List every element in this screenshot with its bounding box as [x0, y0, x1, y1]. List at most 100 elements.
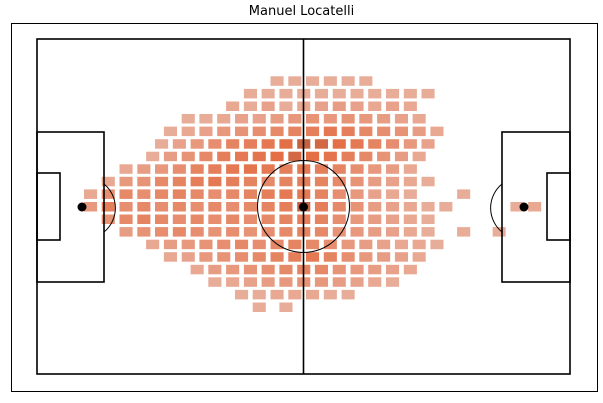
heatmap-cell [119, 227, 133, 237]
heatmap-cell [386, 227, 400, 237]
heatmap-cell [155, 202, 169, 212]
heatmap-cell [208, 164, 222, 174]
heatmap-cell [261, 202, 275, 212]
heatmap-cell [314, 101, 328, 111]
heatmap-cell [163, 252, 177, 262]
heatmap-cell [332, 176, 346, 187]
heatmap-cell [412, 239, 426, 250]
heatmap-cell [119, 189, 133, 199]
heatmap-cell [172, 227, 186, 237]
heatmap-cell [270, 126, 284, 137]
heatmap-cell [243, 189, 257, 199]
heatmap-cell [332, 139, 346, 149]
heatmap-cell [190, 164, 204, 174]
heatmap-cell [332, 164, 346, 174]
heatmap-cell [146, 239, 160, 250]
heatmap-cell [412, 252, 426, 262]
heatmap-cell [306, 76, 320, 86]
heatmap-cell [314, 264, 328, 275]
heatmap-cell [350, 164, 364, 174]
heatmap-cell [279, 189, 293, 199]
heatmap-cell [172, 202, 186, 212]
heatmap-cell [243, 227, 257, 237]
heatmap-cell [403, 164, 417, 174]
heatmap-cell [314, 176, 328, 187]
heatmap-cell [332, 189, 346, 199]
heatmap-cell [288, 239, 302, 250]
heatmap-cell [217, 126, 231, 137]
heatmap-cell [403, 264, 417, 275]
heatmap-cell [306, 151, 320, 162]
heatmap-cell [137, 176, 151, 187]
heatmap-cell [457, 189, 471, 199]
heatmap-cell [252, 289, 266, 300]
heatmap-cell [261, 227, 275, 237]
heatmap-cell [84, 189, 98, 199]
right-penalty-arc [490, 183, 503, 233]
heatmap-cell [359, 239, 373, 250]
heatmap-cell [190, 139, 204, 149]
heatmap-cell [137, 164, 151, 174]
heatmap-cell [368, 164, 382, 174]
heatmap-cell [359, 114, 373, 124]
heatmap-cell [208, 189, 222, 199]
heatmap-cell [226, 227, 240, 237]
heatmap-cell [235, 126, 249, 137]
heatmap-cell [84, 202, 98, 212]
heatmap-cell [137, 189, 151, 199]
heatmap-cell [359, 126, 373, 137]
heatmap-cell [119, 202, 133, 212]
heatmap-cell [350, 214, 364, 224]
heatmap-cell [279, 277, 293, 287]
heatmap-cell [332, 202, 346, 212]
heatmap-cell [368, 214, 382, 224]
heatmap-cell [421, 214, 435, 224]
heatmap-cell [314, 202, 328, 212]
heatmap-cell [199, 151, 213, 162]
heatmap-cell [172, 139, 186, 149]
heatmap-cell [368, 277, 382, 287]
heatmap-cell [190, 264, 204, 275]
heatmap-cell [421, 202, 435, 212]
heatmap-cell [226, 264, 240, 275]
heatmap-cell [243, 139, 257, 149]
heatmap-cell [137, 202, 151, 212]
heatmap-cell [314, 214, 328, 224]
heatmap-cell [279, 164, 293, 174]
heatmap-cell [261, 264, 275, 275]
heatmap-cell [394, 151, 408, 162]
heatmap-cell [386, 101, 400, 111]
heatmap-cell [208, 139, 222, 149]
heatmap-cell [163, 239, 177, 250]
heatmap-cell [163, 151, 177, 162]
heatmap-cell [252, 239, 266, 250]
heatmap-cell [350, 227, 364, 237]
heatmap-cell [137, 214, 151, 224]
heatmap-cell [403, 176, 417, 187]
heatmap-cell [528, 202, 542, 212]
heatmap-cell [386, 202, 400, 212]
heatmap-cell [190, 176, 204, 187]
heatmap-cells [84, 76, 542, 312]
heatmap-cell [279, 88, 293, 99]
heatmap-cell [243, 264, 257, 275]
heatmap-cell [377, 252, 391, 262]
center-spot [299, 202, 308, 212]
heatmap-cell [279, 264, 293, 275]
heatmap-cell [430, 126, 444, 137]
heatmap-cell [386, 88, 400, 99]
heatmap-cell [208, 176, 222, 187]
heatmap-cell [279, 302, 293, 312]
heatmap-cell [190, 227, 204, 237]
heatmap-cell [243, 202, 257, 212]
heatmap-cell [101, 214, 115, 224]
heatmap-cell [279, 214, 293, 224]
heatmap-cell [368, 264, 382, 275]
heatmap-cell [279, 139, 293, 149]
heatmap-cell [341, 151, 355, 162]
heatmap-cell [226, 202, 240, 212]
heatmap-cell [350, 88, 364, 99]
heatmap-cell [350, 139, 364, 149]
heatmap-cell [288, 252, 302, 262]
heatmap-cell [270, 76, 284, 86]
